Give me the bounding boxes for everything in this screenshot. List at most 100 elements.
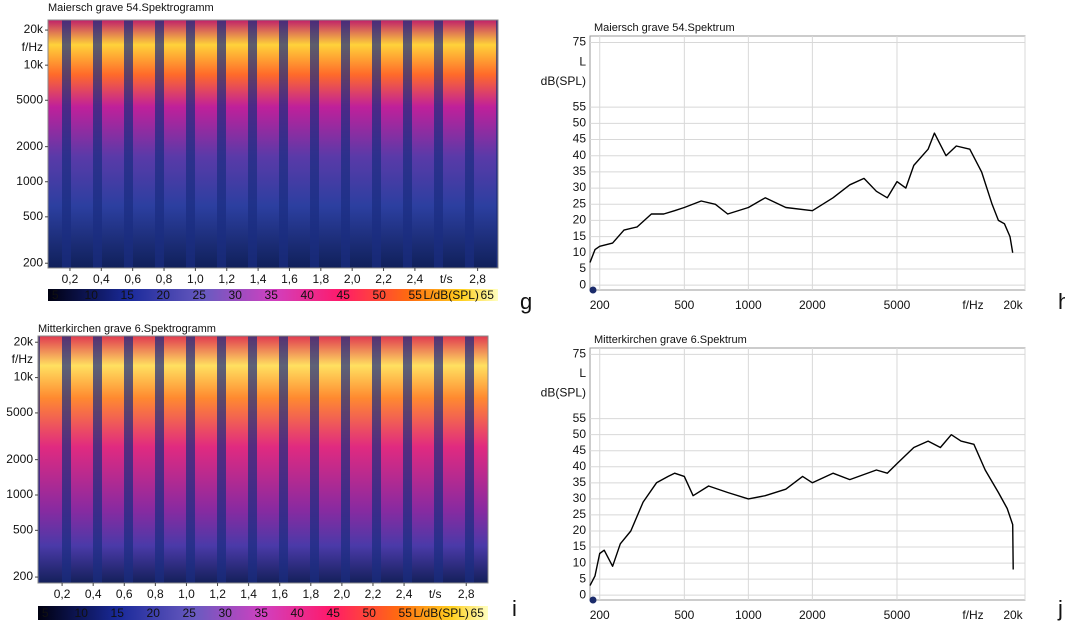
y-axis-label: dB(SPL): [541, 386, 586, 400]
colorbar-tick-label: 10: [75, 606, 89, 620]
panel-label: h: [1058, 289, 1065, 314]
x-tick-label: 2,4: [396, 587, 413, 601]
y-tick-label: 20k: [24, 22, 44, 36]
colorbar-tick-label: 55: [399, 606, 413, 620]
spectrum-line: [589, 132, 1014, 263]
y-tick-label: 500: [23, 209, 43, 223]
x-tick-label: 0,4: [93, 272, 110, 286]
x-tick-label: 0,8: [156, 272, 173, 286]
spectrogram-texture: [48, 20, 498, 268]
y-tick-label: 200: [23, 255, 43, 269]
y-tick-label: 10: [573, 555, 587, 569]
y-tick-label: 0: [579, 587, 586, 601]
y-tick-label: 55: [573, 411, 587, 425]
x-tick-label: 1,2: [209, 587, 226, 601]
y-tick-label: 2000: [6, 452, 33, 466]
colorbar-tick-label: 65: [481, 288, 495, 302]
x-tick-label: 200: [590, 298, 610, 312]
origin-dot: [589, 596, 597, 604]
x-tick-label: 1,2: [218, 272, 235, 286]
colorbar-tick-label: 65: [471, 606, 485, 620]
colorbar-tick-label: 35: [265, 288, 279, 302]
y-tick-label: 40: [573, 459, 587, 473]
y-tick-label: 20k: [14, 334, 34, 348]
y-tick-label: 30: [573, 180, 587, 194]
x-tick-label: 2,2: [375, 272, 392, 286]
x-tick-label: 0,6: [124, 272, 141, 286]
x-tick-label: 1000: [735, 608, 762, 622]
y-tick-label: 5: [579, 571, 586, 585]
x-tick-label: 2000: [799, 298, 826, 312]
x-tick-label: 0,2: [54, 587, 71, 601]
x-tick-label: 1,6: [271, 587, 288, 601]
colorbar-tick-label: 40: [301, 288, 315, 302]
y-tick-label: 1000: [16, 174, 43, 188]
x-axis-label: t/s: [440, 272, 453, 286]
x-axis-label: f/Hz: [962, 608, 983, 622]
y-tick-label: 10k: [24, 57, 44, 71]
plot-area: [589, 347, 1026, 601]
x-tick-label: 0,4: [85, 587, 102, 601]
colorbar-tick-label: 20: [157, 288, 171, 302]
x-tick-label: 500: [674, 298, 694, 312]
colorbar-tick-label: 25: [193, 288, 207, 302]
panel-label: i: [512, 596, 517, 621]
y-tick-label: 45: [573, 132, 587, 146]
y-tick-label: 10k: [14, 370, 34, 384]
y-tick-label: 200: [13, 569, 33, 583]
y-tick-label: 1000: [6, 487, 33, 501]
y-tick-label: 10: [573, 245, 587, 259]
colorbar-tick-label: 50: [373, 288, 387, 302]
y-axis-label: dB(SPL): [541, 74, 586, 88]
y-tick-label: 40: [573, 148, 587, 162]
y-tick-label: 20: [573, 523, 587, 537]
y-tick-label: 25: [573, 196, 587, 210]
x-tick-label: 0,8: [147, 587, 164, 601]
colorbar-tick-label: 15: [111, 606, 125, 620]
y-axis-label: L: [579, 366, 586, 380]
y-axis-label: f/Hz: [22, 40, 43, 54]
origin-dot: [589, 286, 597, 294]
x-tick-label: 2,8: [458, 587, 475, 601]
y-tick-label: 5: [579, 261, 586, 275]
colorbar-tick-label: 50: [363, 606, 377, 620]
y-tick-label: 0: [579, 277, 586, 291]
colorbar-label: L/dB(SPL): [424, 288, 479, 302]
y-tick-label: 5000: [6, 405, 33, 419]
x-tick-label: 0,2: [62, 272, 79, 286]
plot-area: [589, 35, 1026, 291]
x-tick-label: 2,4: [407, 272, 424, 286]
x-tick-label: 20k: [1003, 608, 1023, 622]
y-tick-label: 30: [573, 491, 587, 505]
x-axis-label: f/Hz: [962, 298, 983, 312]
y-tick-label: 75: [573, 35, 587, 49]
plot-frame: [47, 19, 499, 269]
chart-title: Maiersch grave 54.Spektrogramm: [48, 2, 214, 14]
panel-label: j: [1057, 596, 1063, 621]
x-tick-label: 500: [674, 608, 694, 622]
y-tick-label: 15: [573, 229, 587, 243]
colorbar-tick-label: 55: [409, 288, 423, 302]
chart-title: Mitterkirchen grave 6.Spektrogramm: [38, 323, 216, 335]
spectrogram-texture: [38, 336, 488, 583]
chart-title: Mitterkirchen grave 6.Spektrum: [594, 334, 747, 346]
y-tick-label: 45: [573, 443, 587, 457]
x-tick-label: 2,0: [334, 587, 351, 601]
colorbar-tick-label: 30: [229, 288, 243, 302]
chart-title: Maiersch grave 54.Spektrum: [594, 22, 735, 34]
x-tick-label: 20k: [1003, 298, 1023, 312]
x-tick-label: 1,0: [187, 272, 204, 286]
colorbar-tick-label: 45: [337, 288, 351, 302]
x-tick-label: 1,8: [312, 272, 329, 286]
x-axis-label: t/s: [429, 587, 442, 601]
colorbar-tick-label: 5: [52, 288, 59, 302]
y-tick-label: 500: [13, 523, 33, 537]
x-tick-label: 2,8: [469, 272, 486, 286]
colorbar: [38, 606, 488, 620]
spectrum-line: [589, 434, 1014, 586]
x-tick-label: 1000: [735, 298, 762, 312]
colorbar-label: L/dB(SPL): [414, 606, 469, 620]
y-tick-label: 35: [573, 475, 587, 489]
x-tick-label: 1,0: [178, 587, 195, 601]
